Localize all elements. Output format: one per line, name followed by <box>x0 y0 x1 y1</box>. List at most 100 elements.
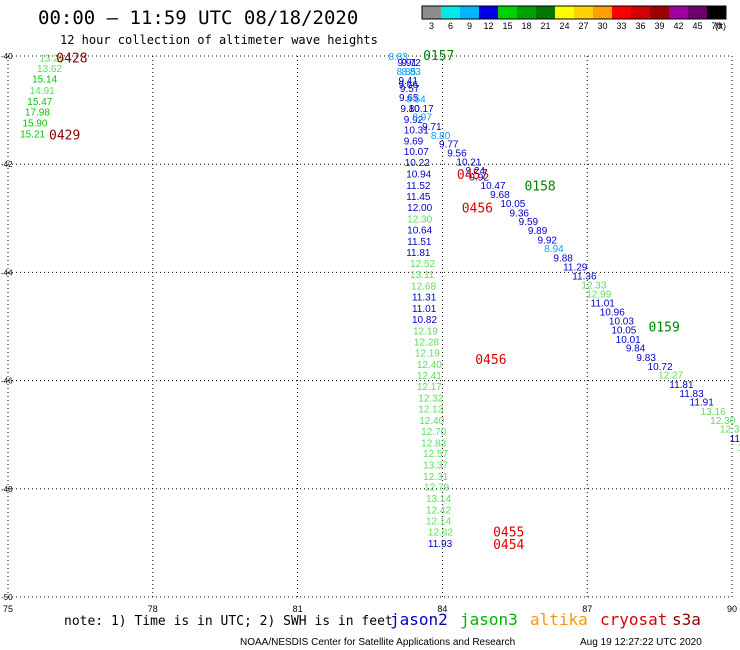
wave-height-value: 13.26 <box>39 54 64 65</box>
legend-swatch <box>517 6 536 19</box>
wave-height-value: 9.41 <box>398 76 418 87</box>
legend-swatch <box>650 6 669 19</box>
legend-swatch <box>574 6 593 19</box>
wave-height-value: 12.40 <box>417 360 442 371</box>
pass-time-label: 0158 <box>524 179 555 194</box>
wave-height-value: 12.83 <box>421 438 446 449</box>
wave-height-value: 12.31 <box>423 472 448 483</box>
wave-height-value: 9.66 <box>398 80 418 91</box>
wave-height-value: 9.24 <box>466 166 486 177</box>
footer-note: note: 1) Time is in UTC; 2) SWH is in fe… <box>64 614 393 629</box>
wave-height-value: 11.91 <box>690 398 715 409</box>
wave-height-value: 9.80 <box>400 104 420 115</box>
legend-swatch <box>688 6 707 19</box>
satellite-legend-altika: altika <box>530 610 588 629</box>
legend-swatch <box>536 6 555 19</box>
legend-tick-label: 12 <box>483 21 493 31</box>
wave-height-value: 8.85 <box>397 67 417 78</box>
wave-height-value: 12.36 <box>720 425 740 436</box>
page-subtitle: 12 hour collection of altimeter wave hei… <box>60 33 378 47</box>
legend-tick-label: 9 <box>467 21 472 31</box>
wave-height-value: 9.65 <box>399 93 419 104</box>
wave-height-value: 9.83 <box>636 353 656 364</box>
wave-height-value: 12.17 <box>417 382 442 393</box>
footer-timestamp: Aug 19 12:27:22 UTC 2020 <box>580 637 702 648</box>
pass-time-label: 0429 <box>49 128 80 143</box>
wave-height-value: 8.94 <box>544 244 564 255</box>
wave-height-value: 11.51 <box>407 237 432 248</box>
legend-swatch <box>593 6 612 19</box>
wave-height-value: 11.62 <box>730 434 740 445</box>
lat-tick-label: -40 <box>1 52 13 61</box>
wave-height-value: 13.62 <box>37 64 62 75</box>
legend-tick-label: 21 <box>540 21 550 31</box>
wave-height-value: 10.17 <box>409 104 434 115</box>
wave-height-value: 11.01 <box>591 299 616 310</box>
wave-height-value: 8.80 <box>431 131 451 142</box>
wave-height-value: 10.72 <box>648 362 673 373</box>
wave-height-value: 9.88 <box>553 253 573 264</box>
wave-height-value: 9.36 <box>509 208 529 219</box>
legend-swatch <box>422 6 441 19</box>
wave-height-value: 10.96 <box>600 307 625 318</box>
legend-unit: (ft) <box>715 21 726 31</box>
wave-height-value: 13.16 <box>701 407 726 418</box>
wave-height-value: 10.03 <box>609 317 634 328</box>
wave-height-value: 12.33 <box>581 280 606 291</box>
legend-tick-label: 36 <box>635 21 645 31</box>
legend-swatch <box>479 6 498 19</box>
lon-tick-label: 87 <box>582 604 592 614</box>
legend-tick-label: 24 <box>559 21 569 31</box>
wave-height-value: 12.31 <box>738 443 740 454</box>
wave-height-value: 12.32 <box>418 393 443 404</box>
pass-time-label: 0457 <box>457 168 488 183</box>
lat-tick-label: -44 <box>1 268 13 277</box>
wave-height-value: 9.84 <box>626 344 646 355</box>
wave-height-value: 11.36 <box>572 272 597 283</box>
wave-height-value: 17.98 <box>25 108 50 119</box>
wave-height-value: 11.93 <box>428 539 453 550</box>
legend-swatch <box>669 6 688 19</box>
wave-height-value: 11.45 <box>406 192 431 203</box>
lon-tick-label: 75 <box>3 604 13 614</box>
wave-height-value: 15.47 <box>27 97 52 108</box>
legend-frame <box>421 5 727 20</box>
wave-height-value: 12.79 <box>424 483 449 494</box>
map-grid: 75 78 81 84 87 90 -40 -42 -44 -46 -48 -50 <box>1 52 737 614</box>
wave-height-value: 8.83 <box>401 67 421 78</box>
satellite-legend-s3a: s3a <box>672 610 701 629</box>
legend-tick-label: 3 <box>429 21 434 31</box>
satellite-legend-jason2: jason2 <box>390 610 448 629</box>
wave-height-value: 11.52 <box>406 181 431 192</box>
wave-height-value: 12.41 <box>417 371 442 382</box>
wave-height-value: 11.83 <box>679 389 704 400</box>
wave-height-value: 10.31 <box>404 126 429 137</box>
footer: note: 1) Time is in UTC; 2) SWH is in fe… <box>64 610 702 648</box>
legend-tick-label: 18 <box>521 21 531 31</box>
wave-height-value: 8.54 <box>406 95 426 106</box>
wave-height-value: 12.82 <box>428 528 453 539</box>
wave-height-value: 9.69 <box>404 136 424 147</box>
wave-height-value: 10.82 <box>412 315 437 326</box>
wave-height-value: 12.19 <box>415 348 440 359</box>
page-title: 00:00 – 11:59 UTC 08/18/2020 <box>38 7 359 29</box>
legend-tick-label: 6 <box>448 21 453 31</box>
pass-time-label: 0157 <box>423 49 454 64</box>
wave-height-value: 10.07 <box>404 147 429 158</box>
legend-tick-label: 45 <box>692 21 702 31</box>
lon-tick-label: 84 <box>437 604 447 614</box>
legend-tick-label: 39 <box>654 21 664 31</box>
pass-time-label: 0455 <box>493 526 524 541</box>
wave-height-value: 9.92 <box>537 235 557 246</box>
pass-time-label: 0428 <box>56 52 87 67</box>
legend-tick-label: 27 <box>578 21 588 31</box>
wave-height-value: 12.30 <box>407 214 432 225</box>
legend-swatch <box>612 6 631 19</box>
lon-tick-label: 90 <box>727 604 737 614</box>
wave-height-value: 9.57 <box>400 84 420 95</box>
lon-tick-label: 81 <box>293 604 303 614</box>
wave-height-value: 9.92 <box>469 173 489 184</box>
wave-height-value: 9.92 <box>404 115 424 126</box>
lat-tick-label: -50 <box>1 593 13 602</box>
